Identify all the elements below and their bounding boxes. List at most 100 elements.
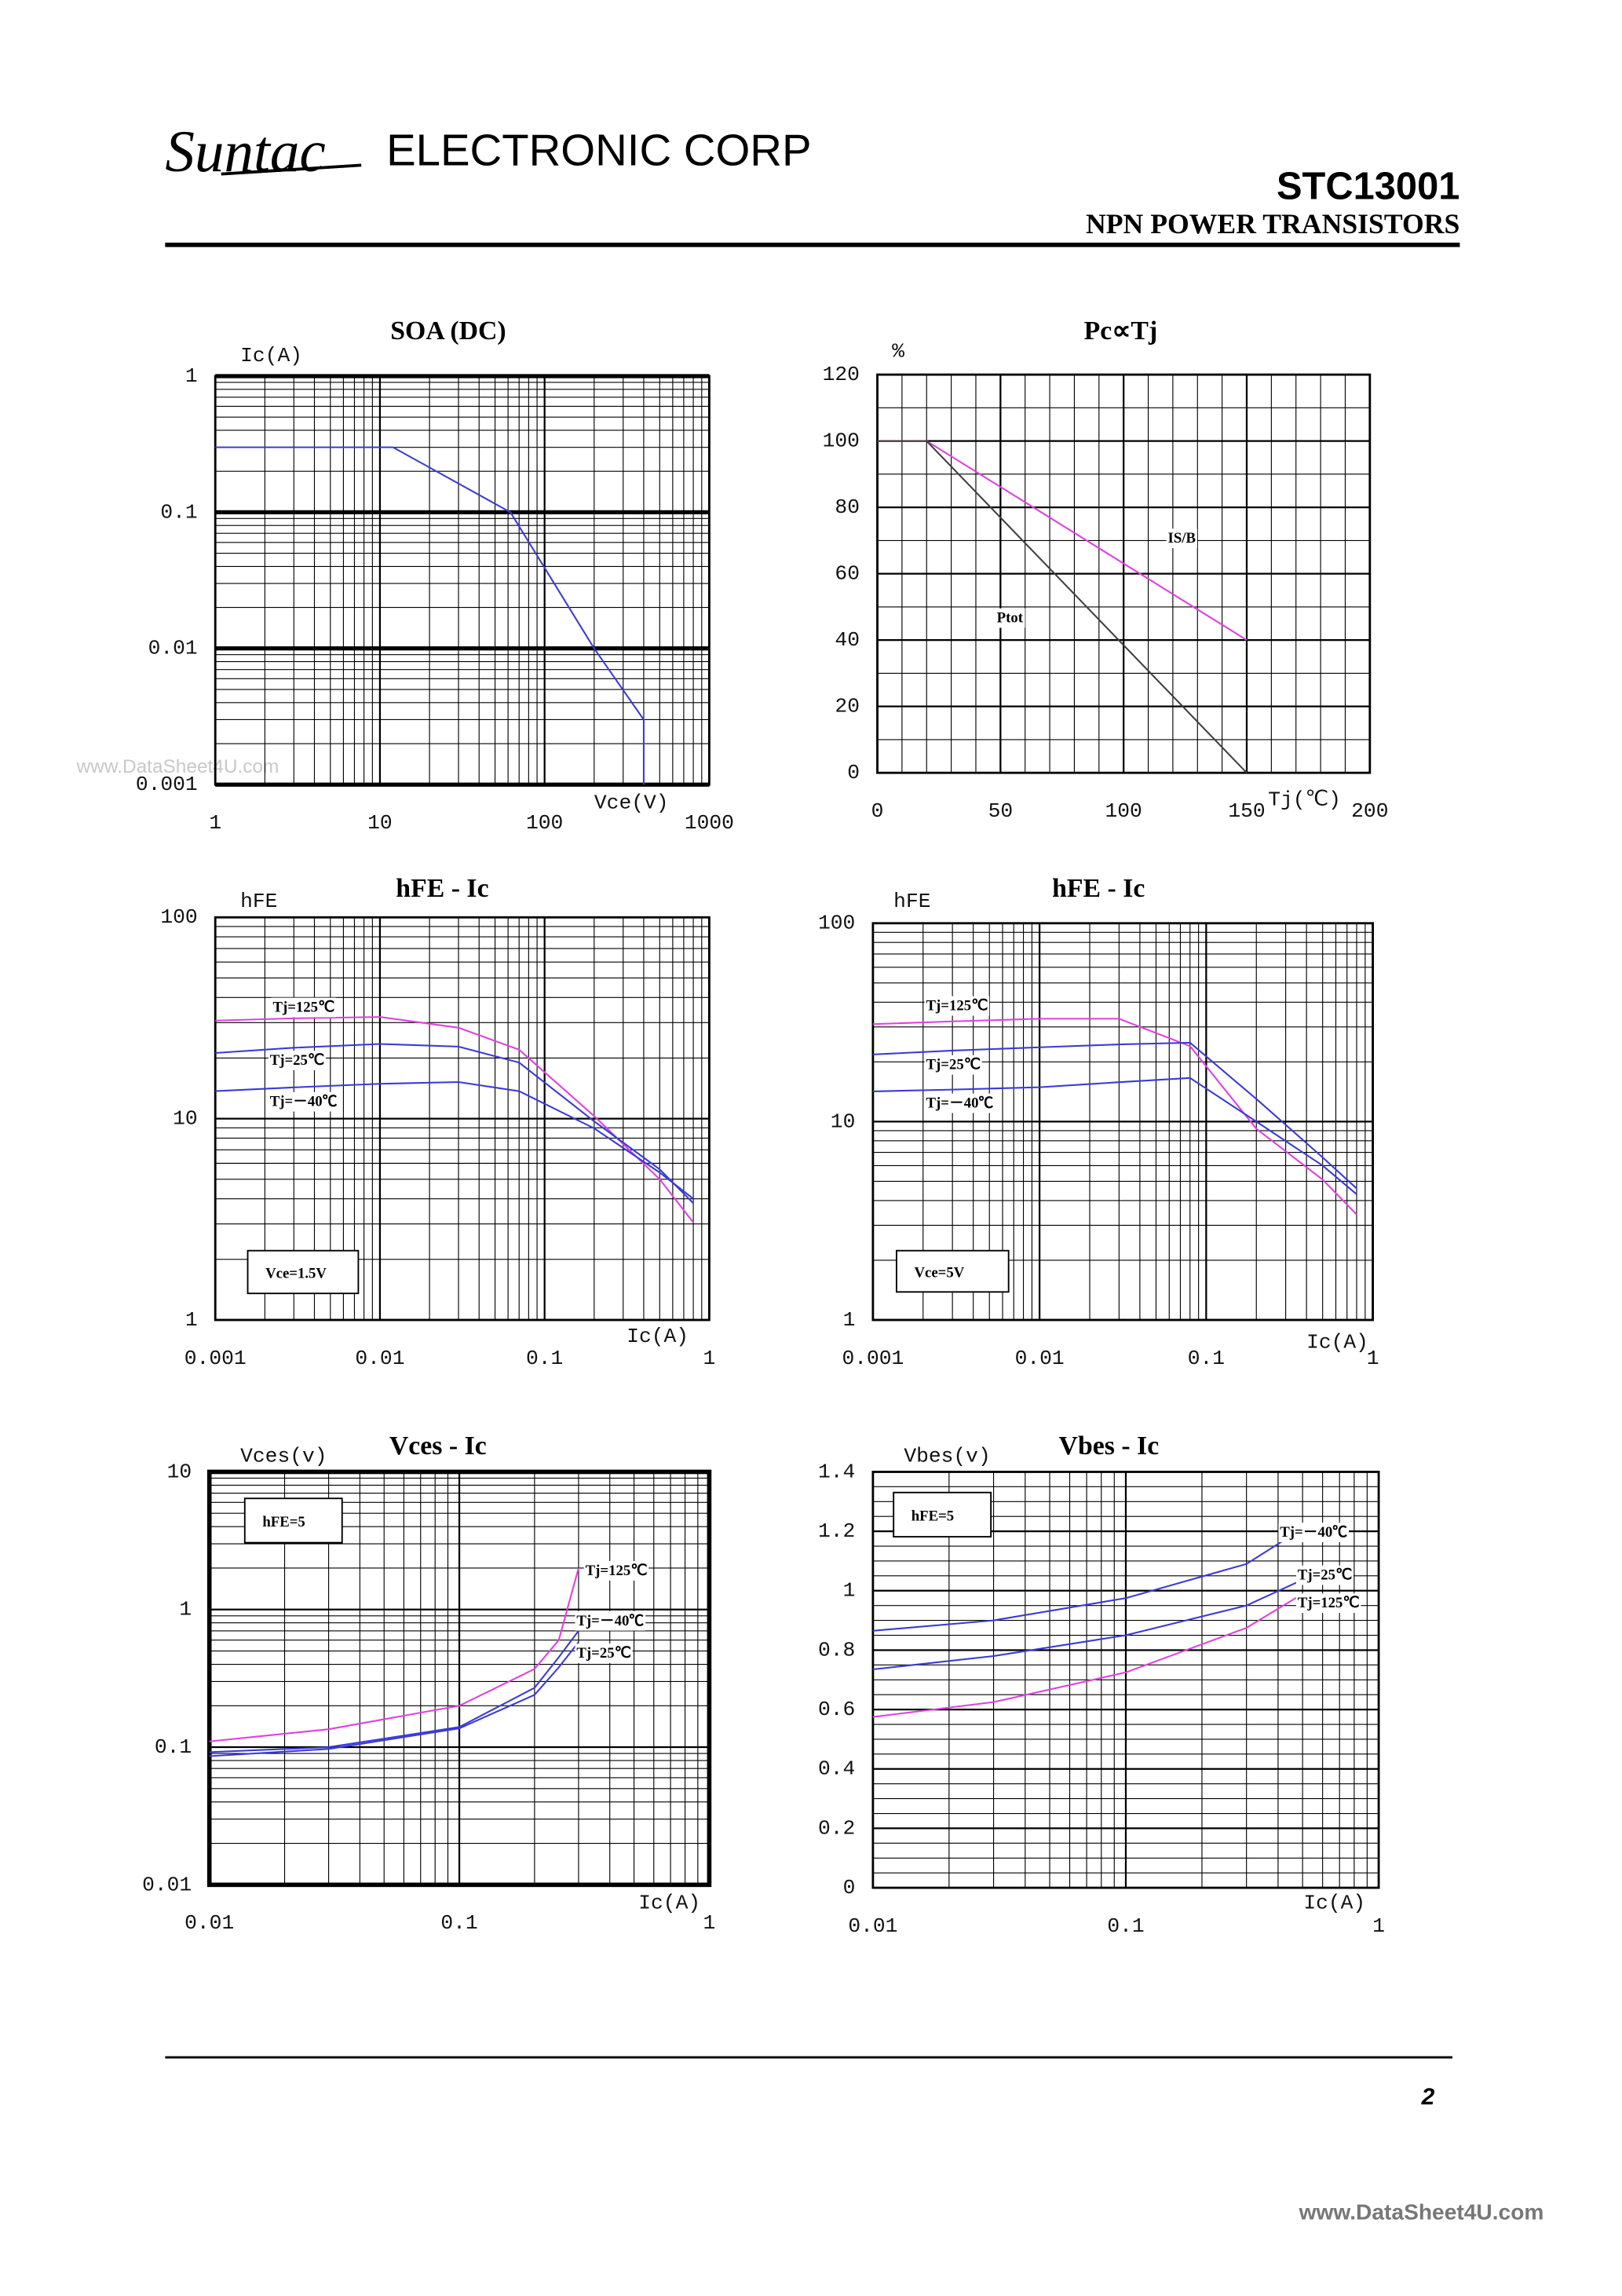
- series-label: Tj=125℃: [1298, 1595, 1360, 1611]
- series-label: Tj=25℃: [576, 1645, 630, 1662]
- y-axis-label: hFE: [240, 890, 277, 913]
- series-line: [209, 1630, 579, 1753]
- plot-frame: [876, 373, 1372, 774]
- x-tick-label: 1000: [685, 811, 734, 835]
- x-tick-label: 0.01: [184, 1911, 234, 1935]
- series-label-bg: [995, 608, 1025, 628]
- y-axis-label: Vbes(v): [904, 1444, 990, 1468]
- y-tick-label: 20: [835, 695, 860, 718]
- x-axis-label: Ic(A): [1303, 1891, 1365, 1914]
- y-tick-label: 100: [160, 905, 197, 929]
- y-tick-label: 0.001: [136, 773, 198, 796]
- series-label-bg: [924, 1055, 982, 1075]
- y-tick-label: 60: [835, 562, 860, 586]
- series-label-bg: [1295, 1565, 1353, 1585]
- y-tick-label: 0.2: [818, 1816, 855, 1840]
- series-label: Ptot: [997, 610, 1024, 627]
- x-tick-label: 1: [1367, 1347, 1379, 1370]
- series-label: Tj=－40℃: [926, 1095, 993, 1112]
- series-line: [877, 440, 1248, 773]
- series-label-bg: [1278, 1523, 1350, 1542]
- series-label: Tj=－40℃: [270, 1094, 338, 1110]
- y-tick-label: 1: [843, 1579, 856, 1603]
- y-axis-label: %: [892, 340, 904, 364]
- x-tick-label: 0.01: [355, 1347, 404, 1370]
- y-tick-label: 0: [843, 1876, 856, 1899]
- annotation: hFE=5: [911, 1508, 954, 1524]
- y-tick-label: 0.4: [818, 1757, 855, 1781]
- series-label-bg: [575, 1643, 633, 1663]
- annotation-box: [893, 1491, 992, 1538]
- series-line: [872, 1530, 1299, 1632]
- x-axis-label: Ic(A): [638, 1891, 700, 1914]
- y-tick-label: 40: [835, 628, 860, 652]
- series-label: Tj=125℃: [272, 999, 334, 1015]
- chart-title: Pc∝Tj: [1084, 316, 1158, 345]
- plot-frame: [206, 1469, 712, 1888]
- series-line: [872, 1041, 1357, 1190]
- logo-swash: [221, 163, 362, 176]
- series-label-bg: [1166, 528, 1197, 549]
- series-line: [215, 446, 645, 785]
- x-tick-label: 200: [1351, 799, 1388, 823]
- x-tick-label: 0.001: [842, 1347, 904, 1370]
- watermark: www.DataSheet4U.com: [76, 756, 279, 777]
- chart-title: hFE - Ic: [396, 874, 488, 903]
- series-label-bg: [268, 1091, 339, 1112]
- series-line: [872, 1077, 1357, 1195]
- x-tick-label: 50: [988, 799, 1014, 823]
- chart-title: SOA (DC): [390, 316, 506, 345]
- x-tick-label: 0.1: [440, 1911, 477, 1935]
- y-axis-label: hFE: [893, 890, 930, 913]
- y-tick-label: 1: [843, 1308, 856, 1332]
- footer-site: www.DataSheet4U.com: [1299, 2199, 1544, 2225]
- series-label: Tj=25℃: [270, 1052, 324, 1069]
- y-tick-label: 0: [847, 761, 860, 784]
- x-tick-label: 1: [1372, 1914, 1385, 1938]
- y-tick-label: 1.4: [818, 1460, 855, 1483]
- x-tick-label: 0.1: [1107, 1914, 1144, 1938]
- y-axis-label: Vces(v): [240, 1444, 327, 1468]
- y-tick-label: 1: [185, 1308, 198, 1332]
- x-tick-label: 150: [1228, 799, 1265, 823]
- series-line: [209, 1641, 579, 1757]
- chart-title: hFE - Ic: [1052, 874, 1145, 903]
- y-tick-label: 10: [173, 1107, 198, 1131]
- x-axis-label: Ic(A): [627, 1325, 689, 1348]
- x-tick-label: 1: [703, 1911, 716, 1935]
- series-line: [872, 1018, 1357, 1216]
- x-tick-label: 0.01: [1015, 1347, 1065, 1370]
- plot-frame: [871, 1471, 1380, 1889]
- y-tick-label: 1.2: [818, 1519, 855, 1543]
- y-tick-label: 0.01: [148, 637, 198, 660]
- x-axis-label: Vce(V): [594, 791, 669, 814]
- series-label-bg: [268, 1051, 326, 1070]
- y-tick-label: 100: [823, 430, 860, 453]
- series-label: Tj=－40℃: [1280, 1524, 1347, 1541]
- plot-frame: [871, 922, 1374, 1322]
- series-line: [209, 1567, 579, 1742]
- series-label-bg: [924, 1093, 995, 1113]
- part-number: STC13001: [1277, 166, 1459, 208]
- plot-frame: [214, 916, 711, 1322]
- annotation: Vce=5V: [914, 1265, 964, 1281]
- series-label: IS/B: [1168, 530, 1196, 547]
- series-line: [215, 1080, 694, 1200]
- series-line: [215, 1043, 694, 1205]
- chart-title: Vbes - Ic: [1059, 1431, 1160, 1461]
- x-axis-label: Tj(℃): [1268, 788, 1341, 812]
- y-tick-label: 0.01: [142, 1873, 192, 1896]
- x-tick-label: 0.001: [184, 1347, 247, 1370]
- company-name: ELECTRONIC CORP: [386, 125, 811, 174]
- x-tick-label: 0: [871, 799, 884, 823]
- logo: Suntac: [165, 119, 325, 185]
- annotation: hFE=5: [262, 1514, 305, 1530]
- series-label: Tj=125℃: [926, 998, 988, 1015]
- subtitle: NPN POWER TRANSISTORS: [1086, 208, 1459, 239]
- series-label-bg: [583, 1561, 649, 1581]
- series-label-bg: [1295, 1593, 1361, 1614]
- y-tick-label: 10: [831, 1110, 856, 1133]
- x-tick-label: 0.1: [526, 1347, 563, 1370]
